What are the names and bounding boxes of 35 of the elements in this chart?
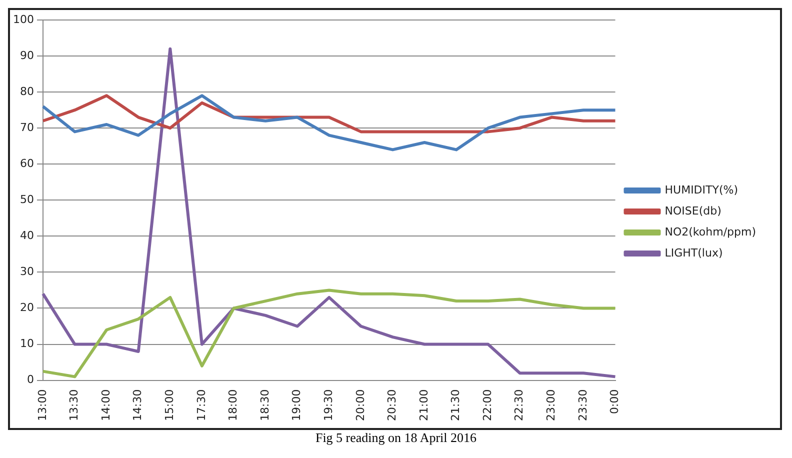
- x-tick-label: 19:30: [322, 389, 335, 422]
- x-tick-label: 13:00: [36, 389, 49, 422]
- x-tick-label: 21:00: [417, 389, 430, 422]
- y-tick-label: 50: [20, 193, 34, 206]
- legend-label: NO2(kohm/ppm): [664, 225, 756, 238]
- y-tick-label: 30: [20, 265, 34, 278]
- x-tick-label: 23:00: [544, 389, 558, 422]
- y-tick-label: 60: [20, 156, 34, 170]
- y-tick-label: 70: [20, 120, 34, 134]
- y-tick-label: 100: [12, 12, 34, 26]
- x-tick-label: 19:00: [290, 389, 304, 422]
- x-tick-label: 21:30: [449, 389, 462, 422]
- x-tick-label: 15:00: [163, 389, 176, 422]
- x-tick-label: 14:30: [131, 389, 144, 422]
- x-tick-label: 20:30: [386, 389, 399, 422]
- x-tick-label: 14:00: [99, 389, 112, 422]
- legend-label: NOISE(db): [664, 204, 722, 218]
- y-tick-label: 80: [20, 84, 34, 98]
- y-tick-label: 90: [20, 48, 34, 62]
- x-tick-label: 13:30: [68, 389, 81, 422]
- x-tick-label: 20:00: [354, 389, 367, 422]
- y-tick-label: 10: [20, 337, 34, 350]
- x-tick-label: 23:30: [576, 389, 590, 422]
- x-tick-label: 22:30: [512, 389, 526, 422]
- x-tick-label: 18:00: [226, 389, 240, 422]
- legend-label: HUMIDITY(%): [664, 183, 738, 196]
- x-tick-label: 18:30: [258, 389, 272, 422]
- y-tick-label: 0: [26, 373, 34, 386]
- x-tick-label: 22:00: [480, 389, 494, 422]
- y-tick-label: 40: [20, 229, 34, 242]
- legend-label: LIGHT(lux): [664, 246, 723, 260]
- y-tick-label: 20: [20, 301, 34, 314]
- x-tick-label: 17:30: [194, 389, 208, 422]
- x-tick-label: 0:00: [608, 389, 622, 414]
- caption: Fig 5 reading on 18 April 2016: [314, 430, 478, 446]
